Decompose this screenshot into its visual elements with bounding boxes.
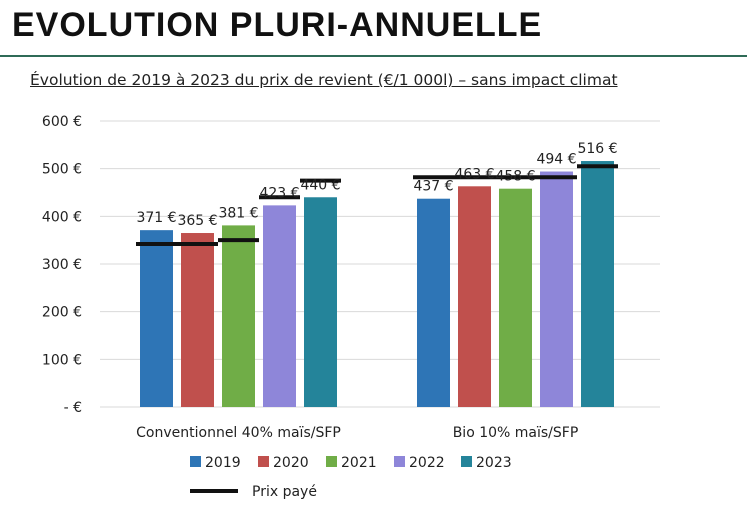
y-tick-label: 300 € (42, 257, 82, 273)
data-label: 371 € (136, 210, 176, 226)
legend-swatch (190, 456, 201, 467)
x-category-label: Conventionnel 40% maïs/SFP (136, 425, 341, 441)
data-label: 494 € (536, 152, 576, 168)
data-label: 516 € (577, 141, 617, 157)
title-divider (0, 55, 747, 57)
legend-label: 2022 (409, 455, 445, 471)
page-title: EVOLUTION PLURI-ANNUELLE (12, 6, 543, 44)
bar (581, 161, 614, 407)
legend-swatch (461, 456, 472, 467)
legend-label: Prix payé (252, 484, 317, 500)
data-label: 437 € (413, 179, 453, 195)
bar (499, 188, 532, 407)
legend-label: 2023 (476, 455, 512, 471)
bar (417, 198, 450, 407)
bar (222, 225, 255, 407)
data-label: 381 € (218, 205, 258, 221)
y-tick-label: 600 € (42, 114, 82, 130)
bar (181, 233, 214, 407)
legend-label: 2020 (273, 455, 309, 471)
y-tick-label: 500 € (42, 162, 82, 178)
bar (540, 171, 573, 407)
data-label: 423 € (259, 185, 299, 201)
bar (140, 230, 173, 407)
legend-swatch (394, 456, 405, 467)
x-category-label: Bio 10% maïs/SFP (453, 425, 579, 441)
legend-label: 2021 (341, 455, 377, 471)
legend-swatch (258, 456, 269, 467)
data-label: 440 € (300, 177, 340, 193)
legend-swatch (326, 456, 337, 467)
legend-label: 2019 (205, 455, 241, 471)
bar (263, 205, 296, 407)
y-tick-label: 100 € (42, 352, 82, 368)
data-label: 463 € (454, 166, 494, 182)
y-tick-label: - € (64, 400, 82, 416)
data-label: 458 € (495, 169, 535, 185)
bar (458, 186, 491, 407)
chart-title: Évolution de 2019 à 2023 du prix de revi… (30, 71, 618, 89)
y-tick-label: 200 € (42, 305, 82, 321)
data-label: 365 € (177, 213, 217, 229)
bar (304, 197, 337, 407)
y-tick-label: 400 € (42, 209, 82, 225)
